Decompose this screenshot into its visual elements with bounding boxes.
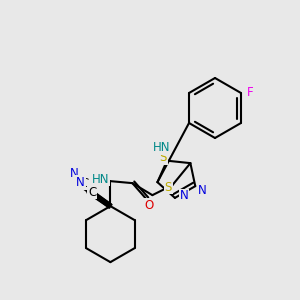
Text: S: S: [159, 151, 167, 164]
Text: N: N: [198, 184, 207, 196]
Text: F: F: [247, 86, 253, 100]
Text: N: N: [76, 176, 85, 189]
Text: HN: HN: [92, 172, 109, 186]
Text: N: N: [70, 167, 79, 180]
Text: C: C: [88, 186, 97, 199]
Text: S: S: [165, 181, 172, 194]
Text: N: N: [179, 189, 188, 203]
Text: O: O: [145, 199, 154, 212]
Text: C: C: [80, 177, 88, 190]
Text: HN: HN: [152, 141, 170, 154]
